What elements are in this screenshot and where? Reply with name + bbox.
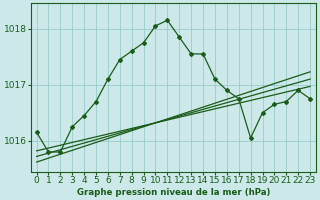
X-axis label: Graphe pression niveau de la mer (hPa): Graphe pression niveau de la mer (hPa) xyxy=(76,188,270,197)
